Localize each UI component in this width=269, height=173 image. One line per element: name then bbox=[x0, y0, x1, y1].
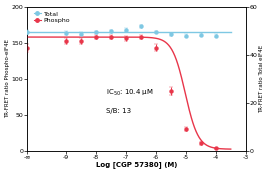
Legend: Total, Phospho: Total, Phospho bbox=[33, 10, 72, 24]
Y-axis label: TR-FRET ratio Total eIF4E: TR-FRET ratio Total eIF4E bbox=[259, 45, 264, 113]
X-axis label: Log [CGP 57380] (M): Log [CGP 57380] (M) bbox=[96, 161, 177, 168]
Y-axis label: TR-FRET ratio Phospho-eIF4E: TR-FRET ratio Phospho-eIF4E bbox=[5, 39, 10, 118]
Text: S/B: 13: S/B: 13 bbox=[106, 107, 131, 113]
Text: IC$_{50}$: 10.4 μM: IC$_{50}$: 10.4 μM bbox=[106, 87, 153, 98]
